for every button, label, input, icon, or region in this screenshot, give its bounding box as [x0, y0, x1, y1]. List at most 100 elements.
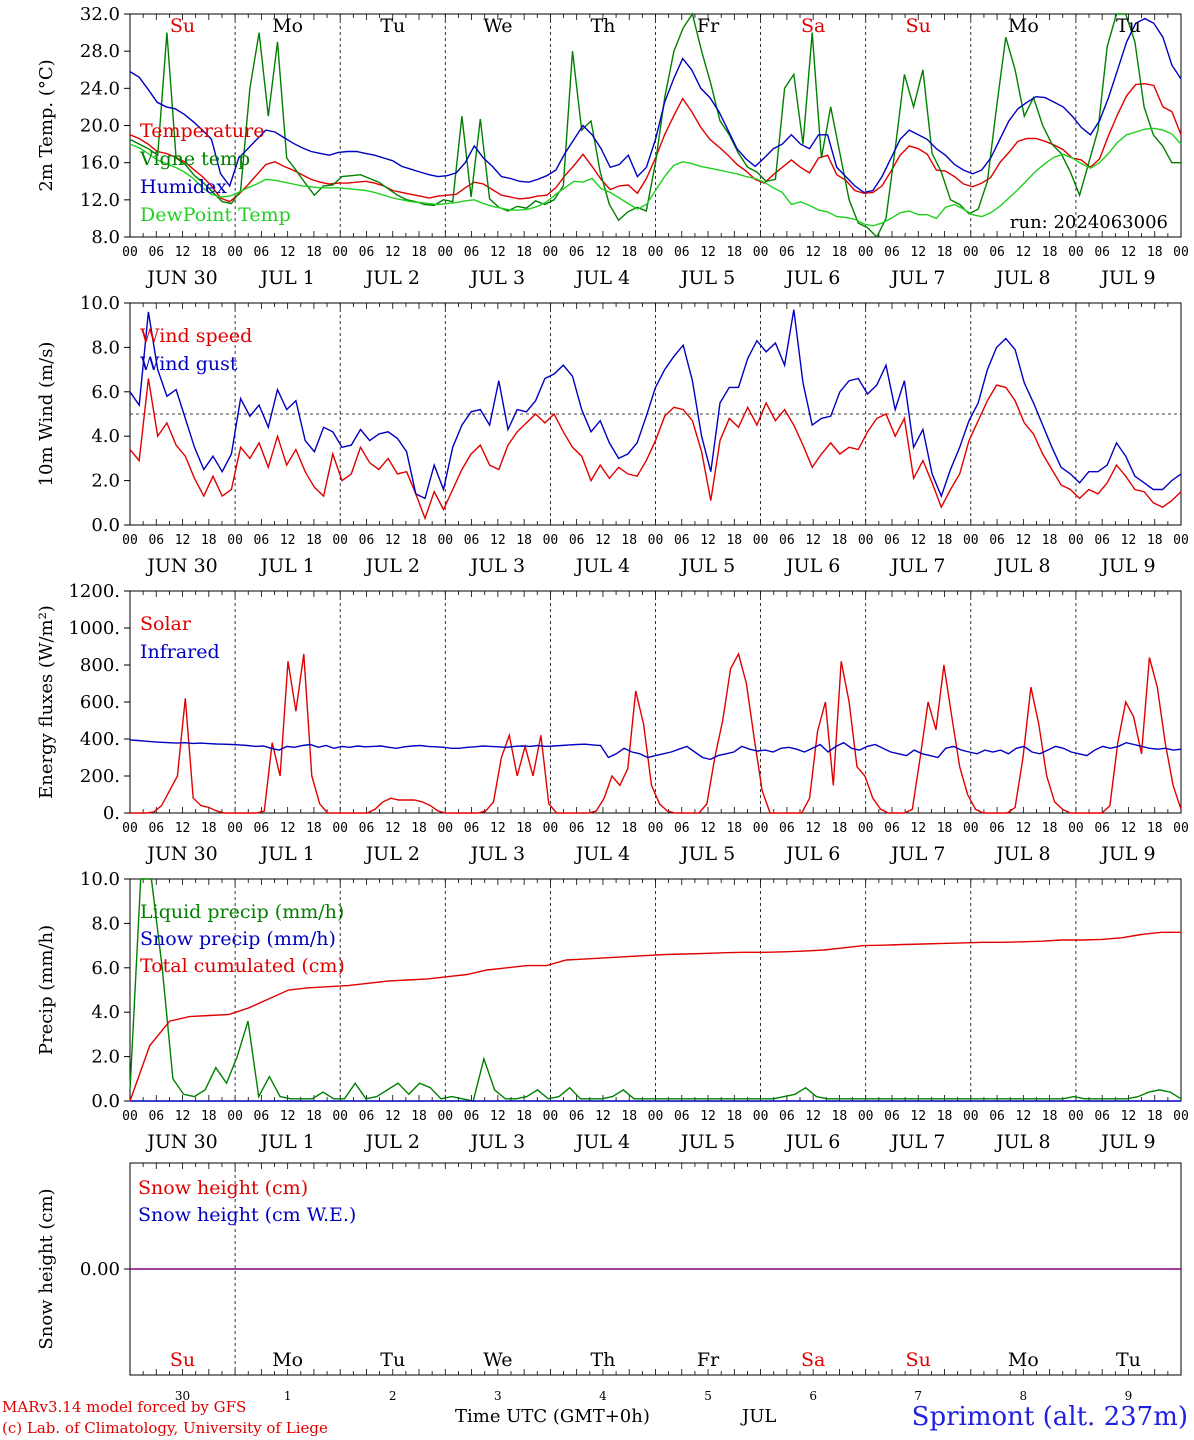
hour-tick-label: 18 — [726, 821, 742, 836]
hour-tick-label: 18 — [937, 533, 953, 548]
hour-tick-label: 00 — [963, 245, 979, 260]
hour-tick-label: 18 — [621, 245, 637, 260]
hour-tick-label: 00 — [543, 1109, 559, 1124]
hour-tick-label: 18 — [201, 821, 217, 836]
hour-tick-label: 00 — [1068, 245, 1084, 260]
hour-tick-label: 06 — [989, 821, 1005, 836]
hour-tick-label: 18 — [306, 245, 322, 260]
hour-tick-label: 12 — [805, 821, 821, 836]
weekday-label: Su — [170, 1349, 195, 1371]
hour-tick-label: 06 — [674, 1109, 690, 1124]
day-number-label: 3 — [494, 1389, 502, 1403]
y-tick-label: 4.0 — [91, 1002, 120, 1023]
hour-tick-label: 12 — [910, 821, 926, 836]
y-tick-label: 0.0 — [91, 1091, 120, 1112]
weekday-label: Mo — [1008, 1349, 1039, 1371]
date-label: JUL 6 — [784, 843, 840, 865]
date-label: JUL 5 — [679, 555, 735, 577]
weekday-label: Tu — [1116, 1349, 1141, 1371]
legend-dewpoint-temp: DewPoint Temp — [140, 204, 291, 226]
hour-tick-label: 18 — [201, 533, 217, 548]
date-label: JUL 8 — [994, 1131, 1050, 1153]
date-label: JUL 6 — [784, 267, 840, 289]
y-tick-label: 6.0 — [91, 382, 120, 403]
day-number-label: 1 — [284, 1389, 292, 1403]
hour-tick-label: 12 — [1121, 245, 1137, 260]
date-label: JUL 3 — [469, 267, 525, 289]
hour-tick-label: 06 — [148, 245, 164, 260]
y-tick-label: 24.0 — [80, 78, 120, 99]
hour-tick-label: 06 — [989, 533, 1005, 548]
hour-tick-label: 12 — [280, 1109, 296, 1124]
hour-tick-label: 00 — [753, 533, 769, 548]
hour-tick-label: 06 — [884, 533, 900, 548]
legend-vigne-temp: Vigne temp — [139, 148, 250, 170]
hour-tick-label: 00 — [543, 533, 559, 548]
date-label: JUL 2 — [364, 1131, 420, 1153]
day-number-label: 4 — [599, 1389, 607, 1403]
legend-snow-precip-mm-h-: Snow precip (mm/h) — [140, 928, 336, 950]
hour-tick-label: 00 — [648, 1109, 664, 1124]
hour-tick-label: 06 — [148, 533, 164, 548]
hour-tick-label: 12 — [490, 1109, 506, 1124]
hour-tick-label: 06 — [569, 533, 585, 548]
y-tick-label: 10.0 — [80, 869, 120, 890]
hour-tick-label: 00 — [227, 245, 243, 260]
hour-tick-label: 18 — [726, 245, 742, 260]
hour-tick-label: 06 — [674, 245, 690, 260]
hour-tick-label: 06 — [779, 533, 795, 548]
hour-tick-label: 12 — [700, 821, 716, 836]
weekday-label: Fr — [697, 1349, 720, 1371]
hour-tick-label: 00 — [122, 533, 138, 548]
day-number-label: 30 — [175, 1389, 190, 1403]
hour-tick-label: 00 — [753, 821, 769, 836]
hour-tick-label: 06 — [254, 245, 270, 260]
hour-tick-label: 00 — [963, 1109, 979, 1124]
y-tick-label: 8.0 — [91, 227, 120, 248]
hour-tick-label: 00 — [753, 245, 769, 260]
y-tick-label: 0. — [103, 803, 120, 824]
hour-tick-label: 12 — [910, 245, 926, 260]
date-label: JUL 8 — [994, 843, 1050, 865]
hour-tick-label: 00 — [858, 1109, 874, 1124]
weekday-label: Mo — [272, 15, 303, 37]
legend-wind-gust: Wind gust — [140, 353, 238, 375]
hour-tick-label: 00 — [753, 1109, 769, 1124]
hour-tick-label: 06 — [359, 821, 375, 836]
hour-tick-label: 18 — [726, 533, 742, 548]
hour-tick-label: 12 — [175, 533, 191, 548]
hour-tick-label: 18 — [1042, 1109, 1058, 1124]
hour-tick-label: 06 — [569, 245, 585, 260]
weekday-label: Sa — [801, 15, 825, 37]
y-tick-label: 4.0 — [91, 426, 120, 447]
hour-tick-label: 00 — [1173, 821, 1189, 836]
hour-tick-label: 00 — [858, 821, 874, 836]
model-credit: MARv3.14 model forced by GFS — [2, 1398, 247, 1416]
y-tick-label: 200. — [80, 766, 120, 787]
date-label: JUL 9 — [1099, 843, 1155, 865]
date-label: JUL 2 — [364, 843, 420, 865]
series-line-vigne-temp — [129, 12, 1181, 239]
date-label: JUL 1 — [258, 267, 314, 289]
hour-tick-label: 06 — [779, 1109, 795, 1124]
hour-tick-label: 12 — [1121, 821, 1137, 836]
y-tick-label: 10.0 — [80, 293, 120, 314]
y-tick-label: 0.0 — [91, 515, 120, 536]
weekday-label: Tu — [1116, 15, 1141, 37]
run-label: run: 2024063006 — [1010, 212, 1168, 233]
series-line-humidex — [129, 17, 1182, 194]
hour-tick-label: 18 — [937, 1109, 953, 1124]
hour-tick-label: 06 — [359, 533, 375, 548]
weekday-label: Mo — [1008, 15, 1039, 37]
date-label: JUL 5 — [679, 843, 735, 865]
hour-tick-label: 18 — [1147, 821, 1163, 836]
hour-tick-label: 06 — [884, 245, 900, 260]
legend-solar: Solar — [140, 613, 192, 635]
hour-tick-label: 12 — [910, 533, 926, 548]
hour-tick-label: 06 — [1094, 1109, 1110, 1124]
hour-tick-label: 06 — [148, 821, 164, 836]
y-tick-label: 1000. — [68, 618, 120, 639]
date-label: JUL 5 — [679, 267, 735, 289]
day-number-label: 7 — [914, 1389, 922, 1403]
